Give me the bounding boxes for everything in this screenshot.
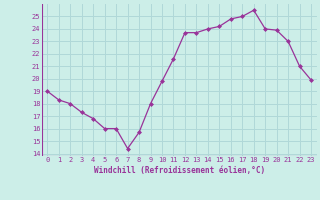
X-axis label: Windchill (Refroidissement éolien,°C): Windchill (Refroidissement éolien,°C)	[94, 166, 265, 175]
